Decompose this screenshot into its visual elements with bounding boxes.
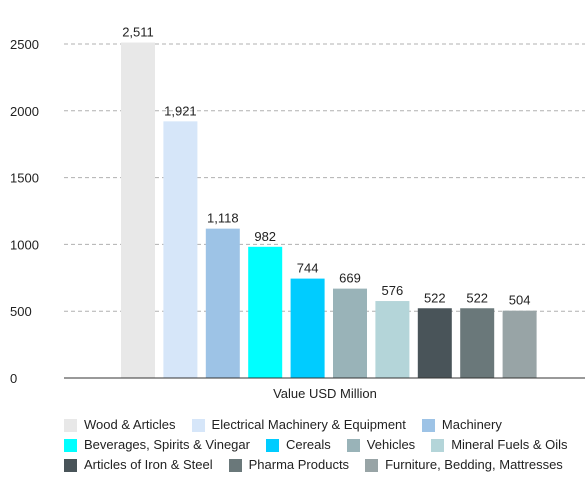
legend-swatch: [431, 438, 445, 452]
legend-swatch: [228, 458, 242, 472]
legend-item[interactable]: Cereals: [265, 435, 331, 455]
legend-item[interactable]: Wood & Articles: [64, 415, 176, 435]
legend-label: Pharma Products: [248, 457, 350, 472]
bar: [417, 308, 452, 378]
bars: [121, 42, 537, 379]
bar: [375, 301, 410, 378]
legend-item[interactable]: Machinery: [421, 415, 502, 435]
bar: [121, 42, 155, 379]
bar-chart: 0 500 1000 1500 2000 2500 2,511 1,921 1,118 982 7…: [10, 25, 585, 401]
y-tick-label: 500: [10, 304, 32, 319]
data-labels: 2,511 1,921 1,118 982 744 669 576 522 522 504: [122, 25, 530, 308]
bar-value-label: 576: [382, 283, 404, 298]
y-tick-label: 0: [10, 371, 17, 386]
x-axis-title: Value USD Million: [273, 386, 377, 401]
legend-label: Beverages, Spirits & Vinegar: [84, 437, 250, 452]
y-tick-label: 1000: [10, 237, 39, 252]
legend-item[interactable]: Furniture, Bedding, Mattresses: [365, 455, 563, 475]
legend-swatch: [64, 458, 77, 472]
bar-value-label: 669: [339, 271, 361, 286]
bar: [290, 278, 325, 378]
legend-swatch: [64, 418, 77, 432]
legend-label: Vehicles: [366, 437, 416, 452]
bar: [333, 288, 367, 378]
legend-swatch: [265, 438, 279, 452]
bar-value-label: 522: [424, 290, 446, 305]
legend-label: Cereals: [285, 437, 331, 452]
legend-item[interactable]: Mineral Fuels & Oils: [431, 435, 568, 455]
legend-row: Beverages, Spirits & Vinegar Cereals Vehic…: [64, 435, 579, 455]
bar-value-label: 1,921: [164, 103, 197, 118]
bar-value-label: 1,118: [207, 211, 239, 226]
legend-item[interactable]: Electrical Machinery & Equipment: [191, 415, 406, 435]
legend-item[interactable]: Vehicles: [346, 435, 416, 455]
legend-swatch: [421, 418, 435, 432]
legend-label: Articles of Iron & Steel: [84, 457, 213, 472]
legend-item[interactable]: Pharma Products: [228, 455, 350, 475]
legend-label: Machinery: [441, 417, 502, 432]
legend-row: Wood & Articles Electrical Machinery & Eq…: [64, 415, 579, 435]
bar: [460, 308, 495, 378]
bar-value-label: 504: [509, 293, 531, 308]
legend-label: Furniture, Bedding, Mattresses: [385, 457, 563, 472]
bar: [248, 246, 283, 378]
bar: [502, 310, 537, 378]
bar-value-label: 2,511: [122, 25, 154, 40]
bar: [163, 121, 198, 378]
legend-swatch: [365, 458, 379, 472]
legend-swatch: [346, 438, 360, 452]
y-tick-label: 2000: [10, 104, 39, 119]
y-axis: 0 500 1000 1500 2000 2500: [10, 37, 39, 386]
bar-value-label: 522: [466, 290, 488, 305]
bar-value-label: 982: [254, 229, 276, 244]
legend-swatch: [191, 418, 205, 432]
legend-label: Electrical Machinery & Equipment: [211, 417, 406, 432]
legend-label: Mineral Fuels & Oils: [451, 437, 568, 452]
legend-swatch: [64, 438, 77, 452]
legend-item[interactable]: Beverages, Spirits & Vinegar: [64, 435, 250, 455]
bar-value-label: 744: [297, 261, 319, 276]
legend-row: Articles of Iron & Steel Pharma Products F…: [64, 455, 579, 475]
legend: Wood & Articles Electrical Machinery & Eq…: [64, 415, 579, 475]
y-tick-label: 1500: [10, 171, 39, 186]
bar: [205, 228, 240, 378]
legend-label: Wood & Articles: [84, 417, 176, 432]
legend-item[interactable]: Articles of Iron & Steel: [64, 455, 213, 475]
y-tick-label: 2500: [10, 37, 39, 52]
